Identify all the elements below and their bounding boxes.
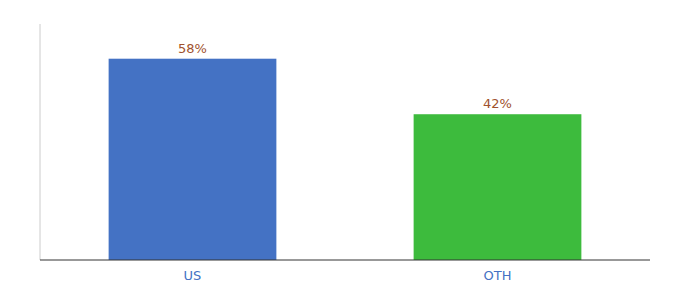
page: {"chart_data": {"type": "bar", "categori… (0, 0, 680, 300)
bar (414, 114, 582, 260)
data-label: 42% (483, 96, 512, 111)
bar (109, 59, 277, 260)
data-label: 58% (178, 41, 207, 56)
bars (109, 59, 582, 260)
chart-svg: US OTH 58% 42% (0, 0, 680, 300)
x-axis-line (40, 260, 650, 261)
y-axis-line (40, 24, 41, 260)
x-tick-label: OTH (484, 268, 512, 283)
chart-container: US OTH 58% 42% (0, 0, 680, 300)
x-tick-label: US (184, 268, 202, 283)
